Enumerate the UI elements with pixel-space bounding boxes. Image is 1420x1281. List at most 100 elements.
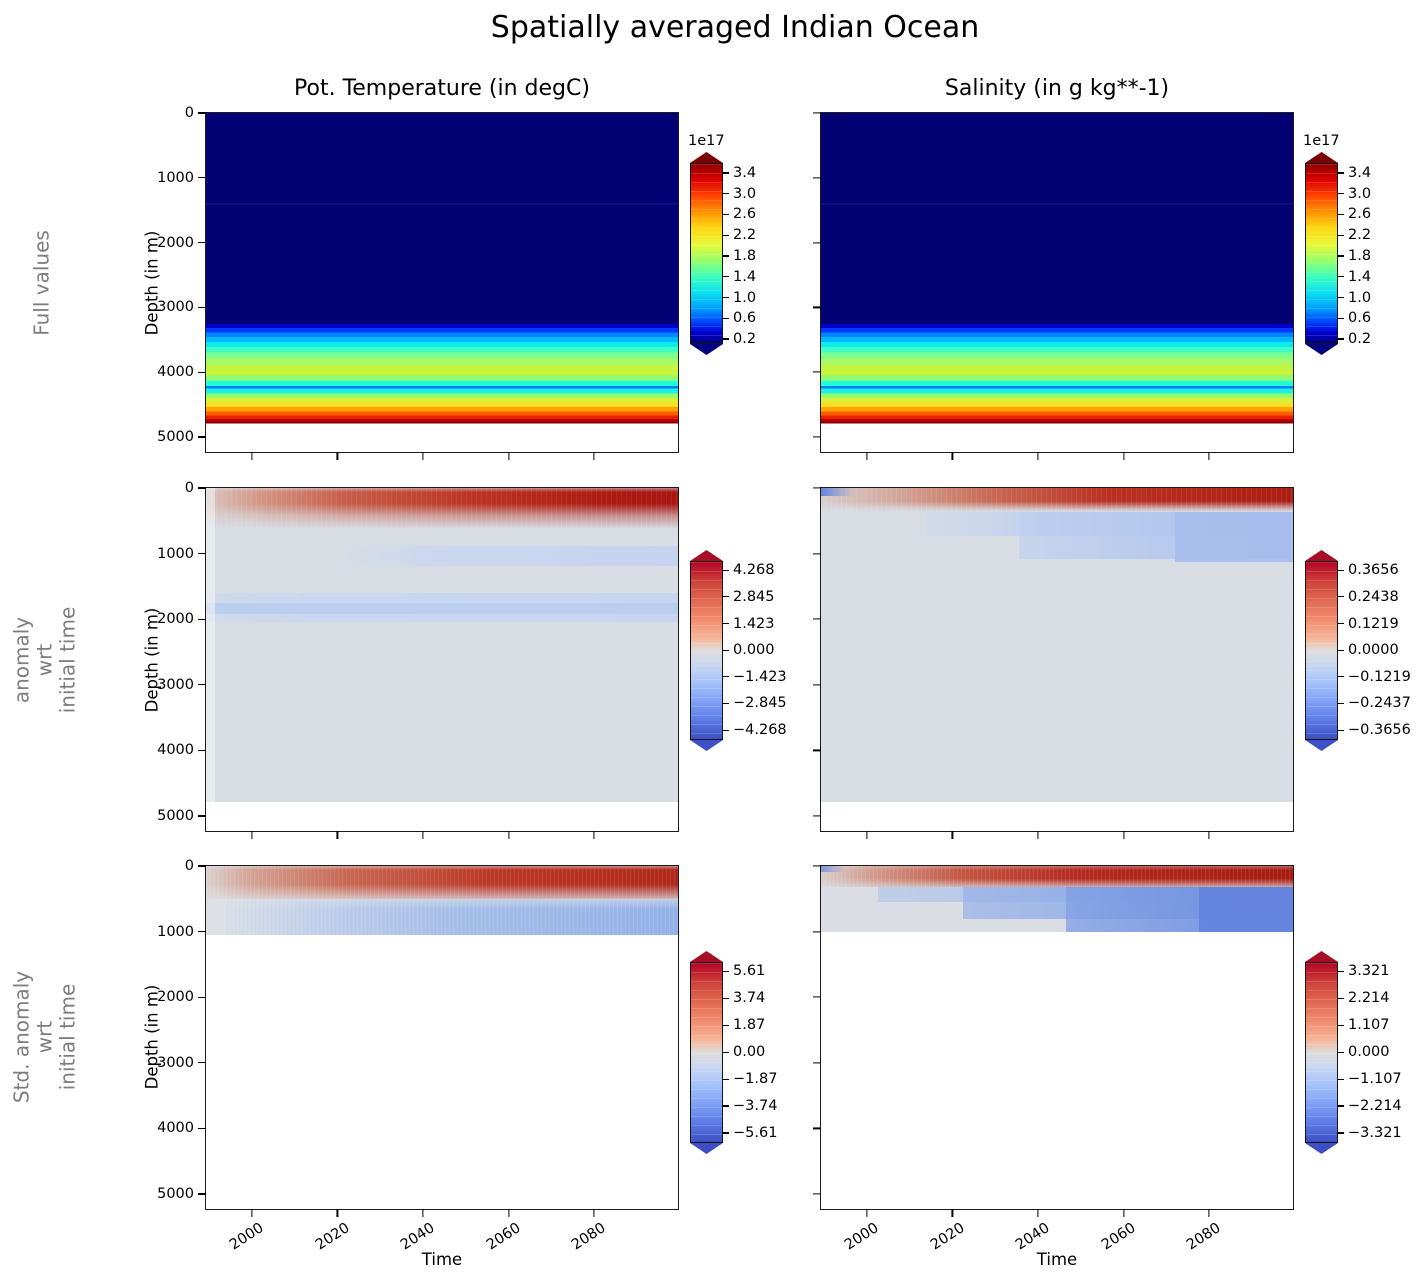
y-tick: 5000: [157, 1186, 206, 1202]
colorbar-tick: 0.000: [722, 642, 775, 658]
y-tick: [813, 1062, 821, 1064]
colorbar-tick: 1.8: [1337, 248, 1371, 264]
y-tick: [813, 1127, 821, 1129]
colorbar-tick: −2.214: [1337, 1098, 1402, 1114]
colorbar-tick: 3.74: [722, 990, 765, 1006]
colorbar-tick: −1.423: [722, 669, 787, 685]
y-tick: 3000: [157, 1055, 206, 1071]
colorbar-anomaly-temperature: 4.268 2.845 1.423 0.000 −1.423 −2.845 −4.268: [690, 550, 787, 751]
x-axis-title-temperature: Time: [421, 1250, 463, 1269]
colorbar-tick: 0.2: [722, 331, 756, 347]
heatmap-full-salinity: [821, 113, 1293, 452]
panel-full-salinity: [813, 112, 1294, 460]
colorbar-tick: 4.268: [722, 562, 775, 578]
colorbar-tick: 2.214: [1337, 990, 1390, 1006]
colorbar-tick: −5.61: [722, 1125, 777, 1141]
heatmap-std-anomaly-temperature: [206, 866, 678, 1209]
y-tick: [813, 1193, 821, 1195]
heatmap-anomaly-temperature: [206, 488, 678, 831]
panel-full-temperature: 0 1000 2000 3000 4000 5000: [157, 105, 679, 460]
y-tick: [813, 815, 821, 817]
colorbar-tick: −0.1219: [1337, 669, 1411, 685]
y-tick: [813, 487, 821, 489]
y-tick: [813, 552, 821, 555]
colorbar-tick: 1.0: [1337, 290, 1371, 306]
colorbar-tick: 0.000: [1337, 1044, 1390, 1060]
colorbar-tick: 1.4: [1337, 269, 1371, 285]
colorbar-tick: 0.00: [722, 1044, 765, 1060]
y-tick: [813, 618, 821, 620]
colorbar-tick: −0.3656: [1337, 722, 1411, 738]
colorbar-extend-max: [690, 152, 723, 163]
colorbar-tick: 2.6: [722, 206, 756, 222]
y-tick: 0: [185, 480, 206, 496]
y-tick: [813, 112, 821, 114]
y-tick: 4000: [157, 364, 206, 380]
heatmap-anomaly-salinity: [821, 488, 1293, 831]
band-positive-surface: [206, 488, 678, 530]
heatmap-std-anomaly-salinity: [821, 866, 1293, 1209]
column-title-salinity: Salinity (in g kg**-1): [944, 76, 1170, 101]
colorbar-extend-min: [1305, 1143, 1338, 1154]
y-tick: 3000: [157, 299, 206, 315]
colorbar-tick: 3.4: [1337, 165, 1371, 181]
colorbar-tick: 3.0: [722, 186, 756, 202]
colorbar-tick: 3.321: [1337, 963, 1390, 979]
colorbar-tick: −2.845: [722, 695, 787, 711]
y-tick: 2000: [157, 235, 206, 251]
colorbar-tick: −3.321: [1337, 1125, 1402, 1141]
colorbar-tick: −1.107: [1337, 1071, 1402, 1087]
colorbar-tick: 1.87: [722, 1017, 765, 1033]
colorbar-tick: 2.2: [722, 227, 756, 243]
colorbar-tick: 0.1219: [1337, 616, 1399, 632]
colorbar-full-salinity: 1e17 3.4 3.0 2.6 2.2 1.8 1.4 1.0 0.6 0.2: [1303, 133, 1371, 355]
colorbar-extend-max: [690, 550, 723, 561]
row-label-line: Std. anomaly: [9, 970, 34, 1104]
y-tick: [813, 177, 821, 179]
colorbar-tick: 3.0: [1337, 186, 1371, 202]
y-tick: [813, 242, 821, 244]
colorbar-gradient: 4.268 2.845 1.423 0.000 −1.423 −2.845 −4.268: [690, 561, 787, 740]
row-label-line: wrt: [32, 643, 57, 677]
y-tick: 5000: [157, 808, 206, 824]
colorbar-extend-max: [690, 951, 723, 962]
heatmap-full-temperature: [206, 113, 678, 452]
colorbar-gradient: 3.321 2.214 1.107 0.000 −1.107 −2.214 −3.321: [1305, 962, 1402, 1143]
y-tick: 3000: [157, 677, 206, 693]
colorbar-tick: 0.6: [722, 310, 756, 326]
colorbar-tick: 0.6: [1337, 310, 1371, 326]
colorbar-tick: 1.423: [722, 616, 775, 632]
colorbar-tick: 1.8: [722, 248, 756, 264]
colorbar-gradient: 3.4 3.0 2.6 2.2 1.8 1.4 1.0 0.6 0.2: [690, 163, 756, 347]
colorbar-tick: −4.268: [722, 722, 787, 738]
colorbar-scale-label: 1e17: [1303, 133, 1340, 149]
y-tick: [813, 436, 821, 438]
row-label-line: wrt: [32, 1020, 57, 1054]
y-tick: 4000: [157, 1120, 206, 1136]
y-tick: [813, 865, 821, 867]
colorbar-std-anomaly-salinity: 3.321 2.214 1.107 0.000 −1.107 −2.214 −3.321: [1305, 951, 1402, 1154]
y-tick: 1000: [157, 546, 206, 562]
panel-std-anomaly-temperature: 0 1000 2000 3000 4000 5000 2000 2020 2040 2060 20…: [157, 858, 679, 1254]
y-tick: 2000: [157, 989, 206, 1005]
y-tick: [813, 996, 821, 998]
colorbar-tick: −0.2437: [1337, 695, 1411, 711]
colorbar-tick: 2.845: [722, 589, 775, 605]
colorbar-extend-min: [690, 740, 723, 751]
colorbar-full-temperature: 1e17 3.4 3.0 2.6 2.2 1.8 1.4 1.0 0.6 0.2: [688, 133, 756, 355]
y-tick: 0: [185, 105, 206, 121]
colorbar-tick: 5.61: [722, 963, 765, 979]
colorbar-tick: 0.2: [1337, 331, 1371, 347]
row-label-line: initial time: [55, 983, 80, 1091]
colorbar-tick: 0.3656: [1337, 562, 1399, 578]
y-tick: [813, 306, 821, 309]
colorbar-scale-label: 1e17: [688, 133, 725, 149]
row-label-line: Full values: [29, 230, 54, 336]
colorbar-tick: −3.74: [722, 1098, 777, 1114]
colorbar-tick: 0.2438: [1337, 589, 1399, 605]
colorbar-extend-max: [1305, 951, 1338, 962]
colorbar-extend-min: [1305, 344, 1338, 355]
row-label-line: anomaly: [9, 616, 34, 704]
band-positive-surface: [821, 488, 1293, 512]
